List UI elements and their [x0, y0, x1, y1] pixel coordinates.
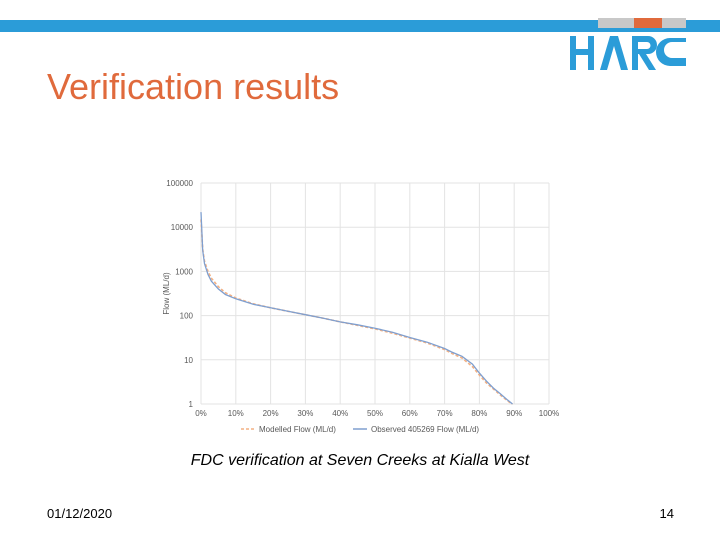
y-tick-label: 10 — [184, 356, 193, 365]
y-tick-label: 100000 — [166, 179, 193, 188]
harc-logo — [570, 18, 686, 70]
page-number: 14 — [659, 506, 674, 521]
fdc-chart: 0% 10% 20% 30% 40% 50% 60% 70% 80% 90% 100% 1 10 100 1… — [153, 170, 565, 443]
x-tick-label: 30% — [297, 409, 313, 418]
series-line-observed — [200, 212, 513, 405]
x-tick-label: 0% — [195, 409, 207, 418]
figure-caption: FDC verification at Seven Creeks at Kial… — [190, 452, 530, 469]
legend-label: Observed 405269 Flow (ML/d) — [371, 425, 479, 434]
slide-date: 01/12/2020 — [47, 506, 113, 521]
y-axis-label: Flow (ML/d) — [162, 272, 171, 315]
y-tick-label: 1 — [189, 400, 194, 409]
top-accent-bar — [0, 20, 720, 32]
x-tick-label: 20% — [263, 409, 279, 418]
x-tick-label: 100% — [539, 409, 559, 418]
legend-label: Modelled Flow (ML/d) — [259, 425, 336, 434]
x-tick-label: 90% — [506, 409, 522, 418]
y-tick-label: 100 — [180, 312, 194, 321]
x-tick-label: 80% — [471, 409, 487, 418]
x-tick-label: 50% — [367, 409, 383, 418]
series-line-modelled — [200, 219, 513, 405]
y-tick-label: 10000 — [171, 223, 194, 232]
x-tick-label: 60% — [402, 409, 418, 418]
x-tick-label: 10% — [228, 409, 244, 418]
y-tick-label: 1000 — [175, 267, 193, 276]
fdc-chart-svg: 0% 10% 20% 30% 40% 50% 60% 70% 80% 90% 100% 1 10 100 1… — [162, 179, 559, 434]
x-tick-label: 40% — [332, 409, 348, 418]
x-tick-label: 70% — [437, 409, 453, 418]
slide-title: Verification results — [47, 66, 340, 107]
